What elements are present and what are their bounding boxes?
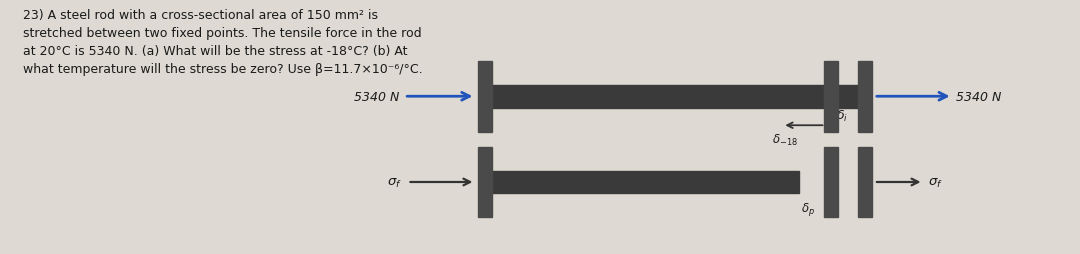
Bar [858, 147, 872, 217]
Bar [824, 62, 838, 132]
Text: $\delta_{-18}$: $\delta_{-18}$ [771, 132, 797, 147]
Text: 23) A steel rod with a cross-sectional area of 150 mm² is
stretched between two : 23) A steel rod with a cross-sectional a… [23, 9, 422, 76]
Text: $\sigma_f$: $\sigma_f$ [928, 176, 943, 189]
Bar [491, 171, 798, 194]
Text: 5340 N: 5340 N [956, 90, 1001, 103]
Text: 5340 N: 5340 N [353, 90, 399, 103]
Bar [858, 62, 872, 132]
Text: $\sigma_f$: $\sigma_f$ [388, 176, 402, 189]
Bar [477, 147, 491, 217]
Text: $\delta_p$: $\delta_p$ [800, 200, 814, 217]
Bar [491, 86, 858, 108]
Text: $\delta_i$: $\delta_i$ [836, 108, 848, 123]
Bar [477, 62, 491, 132]
Bar [824, 147, 838, 217]
